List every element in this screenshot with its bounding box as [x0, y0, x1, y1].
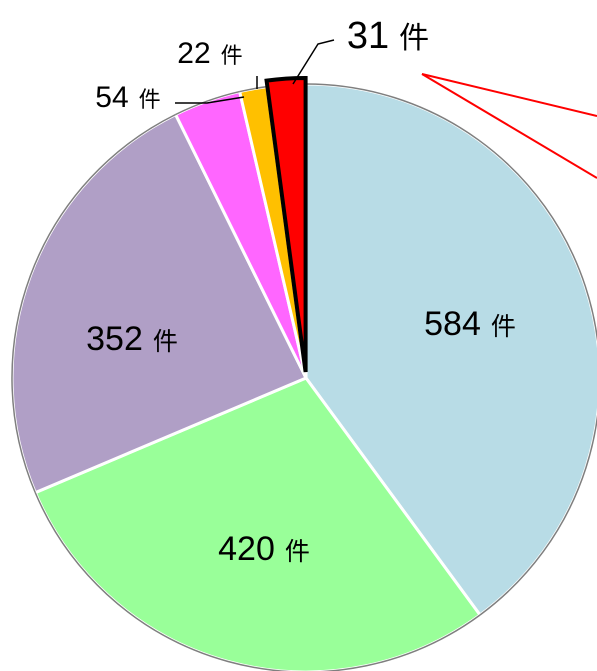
slice-value-22: 22	[177, 37, 210, 70]
slice-value-31: 31	[347, 15, 389, 57]
slice-value-420: 420	[218, 530, 275, 568]
slice-label-54: 54 件	[95, 81, 160, 114]
leader-line-31	[292, 39, 335, 85]
callout-line-upper	[421, 73, 597, 117]
callout-line-lower	[421, 73, 597, 179]
pie-slice-outline-420	[34, 492, 481, 671]
slice-label-31: 31 件	[347, 15, 429, 57]
slice-labels: 584 件 420 件 352 件 54 件 22 件 31 件	[86, 15, 516, 568]
leader-lines	[175, 39, 335, 104]
pie-slice-outline-584	[305, 83, 597, 616]
leader-line-54	[175, 96, 245, 104]
slice-label-352: 352 件	[86, 320, 178, 358]
slice-value-54: 54	[95, 81, 128, 114]
pie-slice-outline-352	[11, 113, 176, 493]
slice-unit: 件	[399, 22, 429, 55]
pie-slice-outline-54	[175, 90, 240, 116]
slice-value-584: 584	[424, 305, 481, 343]
slice-unit: 件	[221, 43, 243, 68]
callout-lines	[421, 73, 597, 179]
slice-value-352: 352	[86, 320, 143, 358]
slice-label-22: 22 件	[177, 37, 242, 70]
slice-unit: 件	[153, 328, 178, 356]
slice-unit: 件	[139, 87, 161, 112]
highlighted-slice	[264, 76, 308, 373]
slice-unit: 件	[491, 313, 516, 341]
pie-slice-31	[264, 76, 308, 373]
slice-label-584: 584 件	[424, 305, 516, 343]
slice-label-420: 420 件	[218, 530, 310, 568]
slice-unit: 件	[285, 538, 310, 566]
pie-slices	[10, 82, 597, 671]
